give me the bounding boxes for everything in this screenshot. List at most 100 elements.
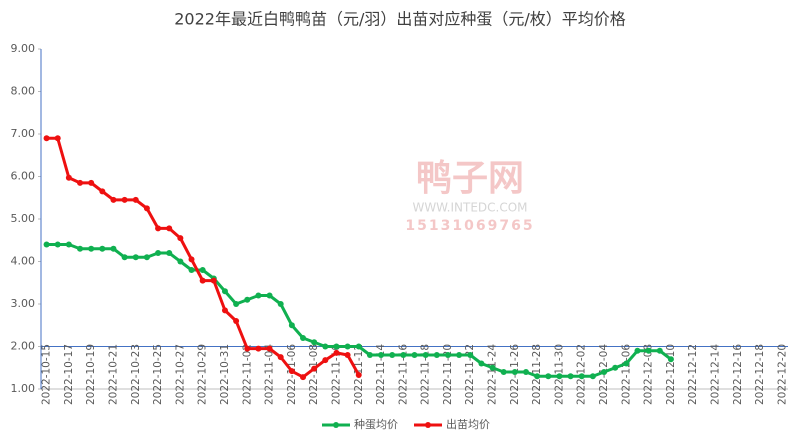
x-tick-label: 2022-11-08 bbox=[308, 344, 320, 405]
data-point bbox=[333, 349, 340, 356]
data-point bbox=[210, 277, 217, 284]
data-point bbox=[188, 267, 195, 273]
data-point bbox=[65, 174, 72, 181]
data-point bbox=[344, 352, 351, 358]
data-point bbox=[355, 343, 362, 350]
x-tick-label: 2022-11-20 bbox=[442, 344, 454, 405]
legend-marker bbox=[425, 422, 431, 428]
data-point bbox=[667, 356, 674, 363]
x-tick-label: 2022-11-16 bbox=[397, 344, 409, 405]
watermark-text: WWW.INTEDC.COM bbox=[412, 201, 527, 215]
data-point bbox=[110, 245, 117, 252]
x-tick-label: 2022-12-06 bbox=[620, 344, 632, 405]
data-point bbox=[456, 352, 463, 358]
data-point bbox=[110, 196, 117, 203]
data-point bbox=[233, 318, 240, 324]
x-tick-label: 2022-11-14 bbox=[375, 344, 387, 405]
data-point bbox=[88, 179, 95, 186]
x-tick-label: 2022-10-27 bbox=[174, 344, 186, 405]
data-point bbox=[612, 364, 619, 371]
y-tick-label: 4.00 bbox=[11, 255, 36, 268]
data-point bbox=[54, 135, 61, 142]
x-tick-label: 2022-10-23 bbox=[130, 344, 142, 405]
chart-title: 2022年最近白鸭鸭苗（元/羽）出苗对应种蛋（元/枚）平均价格 bbox=[174, 10, 626, 29]
x-tick-label: 2022-12-20 bbox=[776, 344, 788, 405]
data-point bbox=[322, 343, 329, 350]
x-tick-label: 2022-12-16 bbox=[732, 344, 744, 405]
data-point bbox=[143, 254, 150, 261]
data-point bbox=[277, 301, 284, 307]
data-point bbox=[233, 301, 240, 307]
data-point bbox=[199, 277, 206, 284]
data-point bbox=[177, 235, 184, 242]
data-point bbox=[121, 254, 128, 261]
data-point bbox=[177, 258, 184, 265]
data-point bbox=[166, 225, 173, 232]
data-point bbox=[467, 352, 474, 358]
data-point bbox=[478, 360, 485, 367]
data-point bbox=[288, 322, 295, 329]
legend-marker bbox=[333, 422, 339, 428]
data-point bbox=[65, 241, 72, 248]
data-point bbox=[43, 241, 50, 248]
legend-label: 种蛋均价 bbox=[354, 417, 398, 431]
x-tick-label: 2022-12-12 bbox=[687, 344, 699, 405]
y-tick-label: 5.00 bbox=[11, 212, 36, 225]
data-point bbox=[99, 188, 106, 195]
data-point bbox=[400, 352, 407, 358]
data-point bbox=[545, 373, 552, 380]
y-tick-label: 3.00 bbox=[11, 297, 36, 310]
x-tick-label: 2022-12-18 bbox=[754, 344, 766, 405]
data-point bbox=[645, 347, 652, 354]
data-point bbox=[166, 250, 173, 256]
x-tick-label: 2022-10-15 bbox=[41, 344, 53, 405]
data-point bbox=[578, 373, 585, 380]
data-point bbox=[99, 245, 106, 252]
x-tick-label: 2022-11-10 bbox=[330, 344, 342, 405]
y-tick-label: 1.00 bbox=[11, 382, 36, 395]
data-point bbox=[244, 345, 251, 352]
y-tick-label: 6.00 bbox=[11, 170, 36, 183]
data-point bbox=[277, 354, 284, 361]
data-point bbox=[522, 369, 529, 375]
data-point bbox=[288, 368, 295, 375]
x-tick-label: 2022-11-24 bbox=[487, 344, 499, 405]
data-point bbox=[500, 369, 507, 375]
data-point bbox=[623, 360, 630, 367]
data-point bbox=[589, 373, 596, 380]
data-point bbox=[656, 347, 663, 354]
data-point bbox=[366, 352, 373, 358]
data-point bbox=[244, 296, 251, 303]
data-point bbox=[88, 245, 95, 252]
x-tick-label: 2022-10-21 bbox=[107, 344, 119, 405]
x-tick-label: 2022-11-22 bbox=[464, 344, 476, 405]
data-point bbox=[322, 357, 329, 364]
watermark-text: 15131069765 bbox=[405, 218, 534, 234]
data-point bbox=[489, 364, 496, 371]
data-point bbox=[422, 352, 429, 358]
data-point bbox=[155, 250, 162, 256]
x-tick-label: 2022-11-02 bbox=[241, 344, 253, 405]
data-point bbox=[311, 339, 318, 346]
x-tick-label: 2022-11-04 bbox=[264, 344, 276, 405]
data-point bbox=[77, 245, 84, 252]
data-point bbox=[221, 307, 228, 314]
legend-label: 出苗均价 bbox=[446, 417, 490, 431]
data-point bbox=[155, 225, 162, 232]
data-point bbox=[132, 254, 139, 261]
data-point bbox=[255, 345, 262, 352]
y-tick-label: 7.00 bbox=[11, 127, 36, 140]
data-point bbox=[121, 196, 128, 203]
data-point bbox=[300, 335, 307, 341]
data-point bbox=[143, 205, 150, 212]
data-point bbox=[389, 352, 396, 358]
data-point bbox=[300, 374, 307, 381]
data-point bbox=[601, 369, 608, 375]
data-point bbox=[378, 352, 385, 358]
x-tick-label: 2022-11-18 bbox=[420, 344, 432, 405]
data-point bbox=[411, 352, 418, 358]
data-point bbox=[199, 267, 206, 273]
y-tick-label: 2.00 bbox=[11, 340, 36, 353]
data-point bbox=[221, 288, 228, 295]
data-point bbox=[333, 343, 340, 350]
